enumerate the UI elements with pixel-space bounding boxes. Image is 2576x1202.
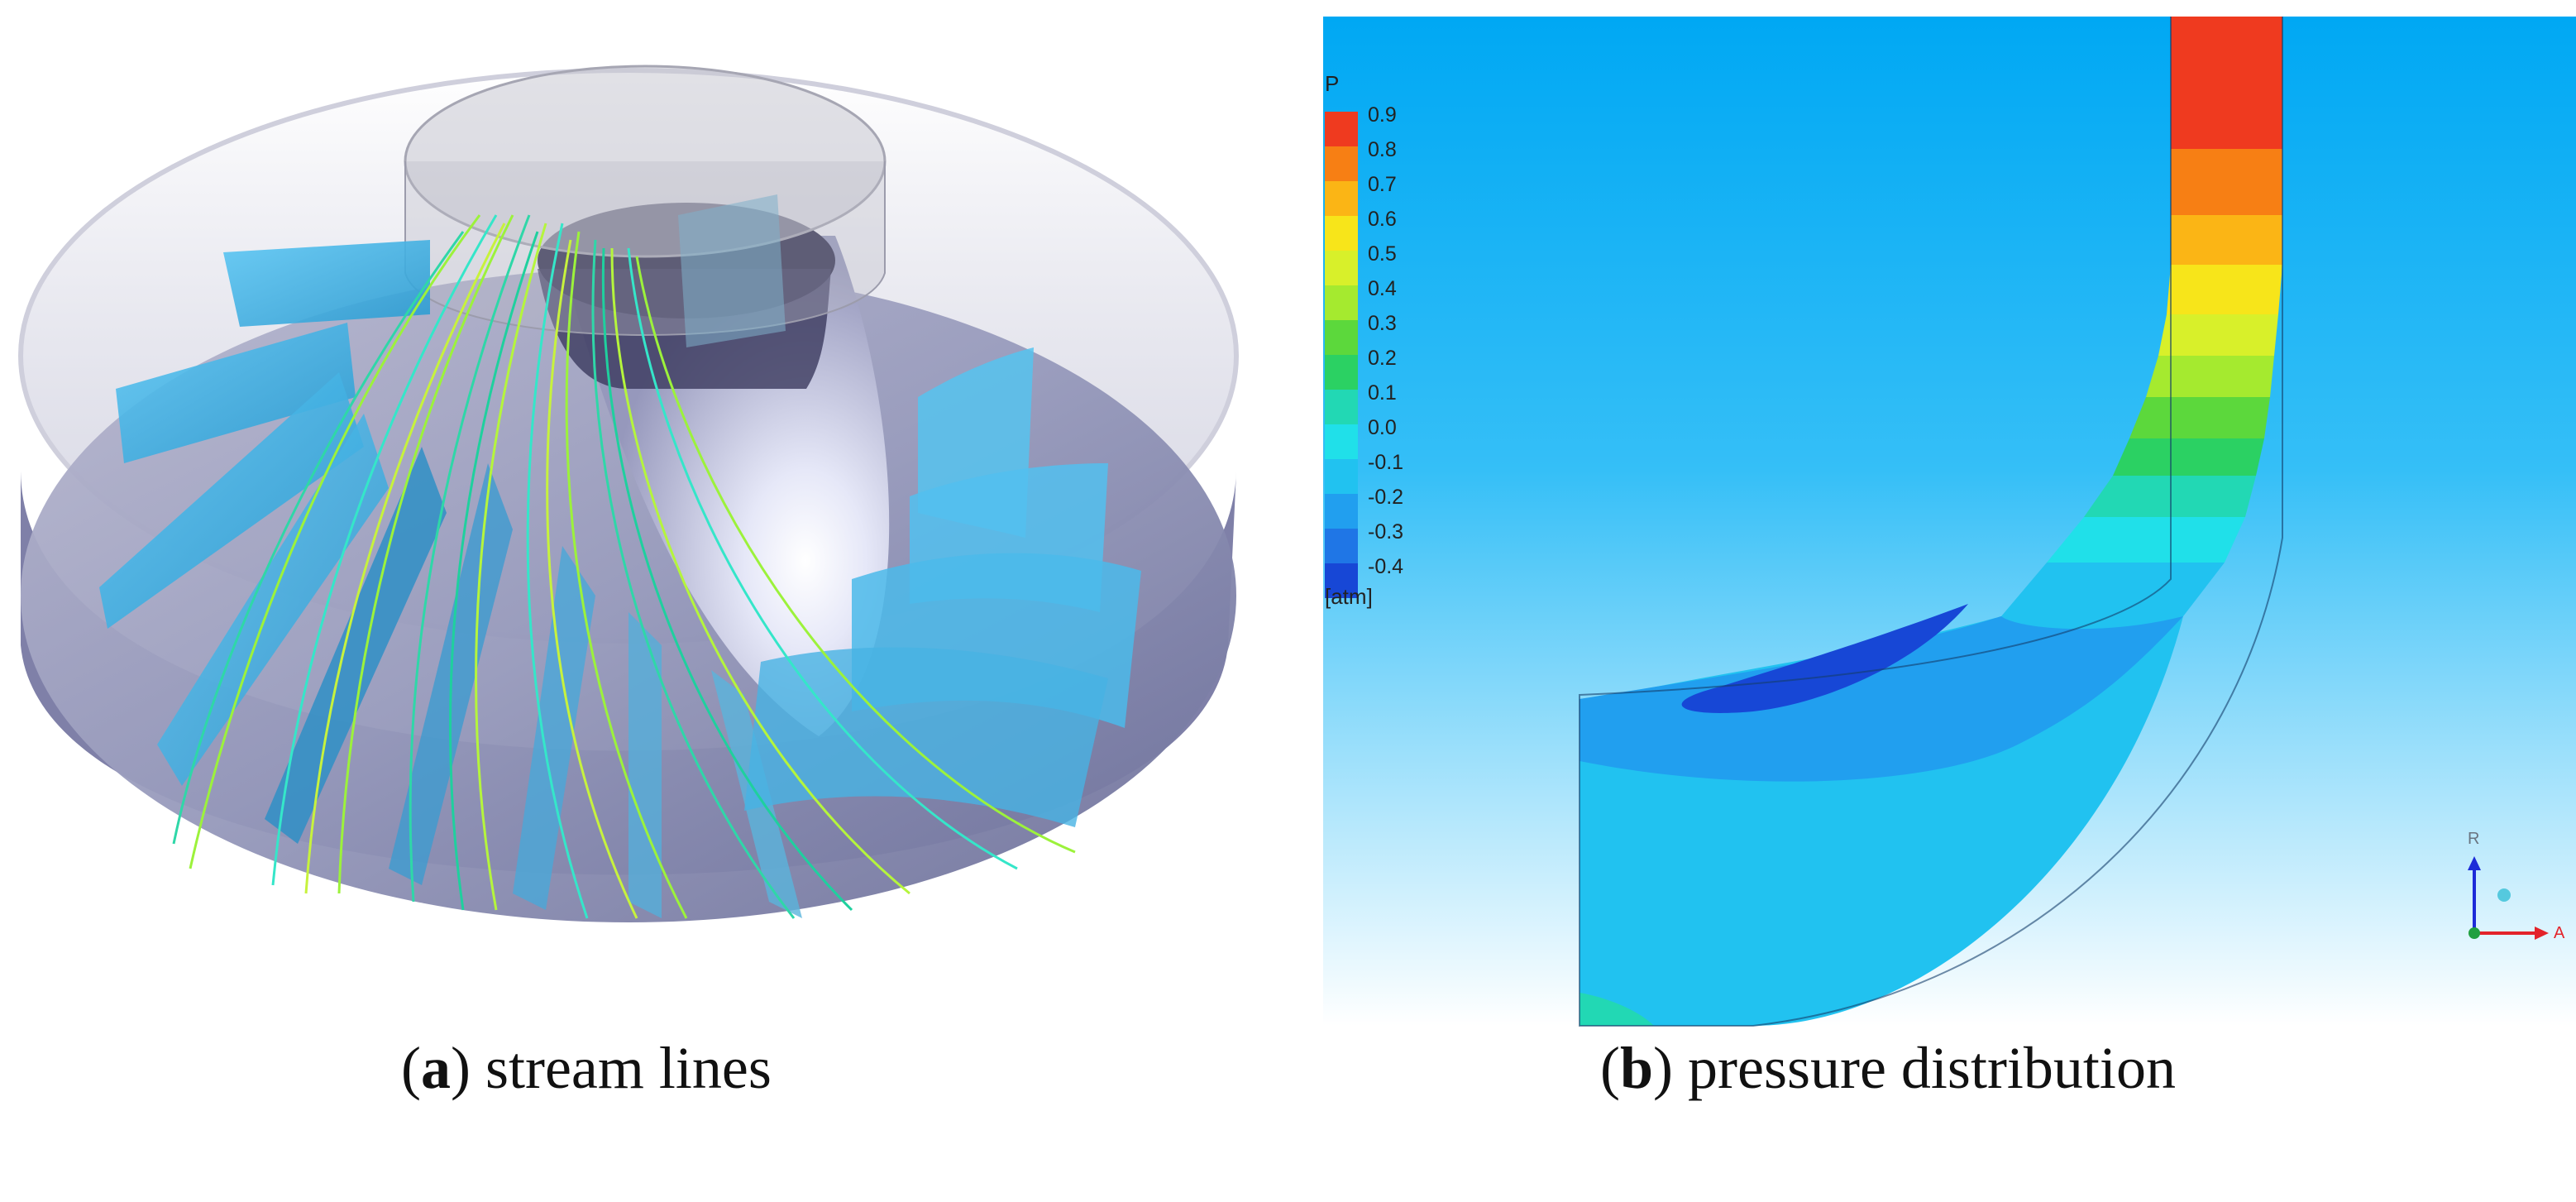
legend-swatch (1325, 563, 1358, 598)
legend-swatch (1325, 320, 1358, 355)
streamline (189, 214, 481, 869)
streamline (610, 247, 910, 895)
impeller-streamline-figure (18, 65, 1239, 922)
streamline (337, 214, 514, 894)
contour-band (2171, 215, 2282, 265)
legend-tick-label: 0.6 (1368, 208, 1397, 231)
legend-variable: P (1325, 71, 1339, 96)
legend-swatch (1325, 424, 1358, 459)
legend-tick-label: 0.4 (1368, 277, 1397, 300)
contour-band (2129, 397, 2270, 438)
axis-dot (2497, 888, 2511, 902)
caption-letter: a (420, 1035, 451, 1101)
axis-arrowhead (2468, 856, 2481, 870)
legend-tick-label: 0.8 (1368, 138, 1397, 161)
contour-band (2113, 438, 2264, 476)
figure-panel-a: (a) stream lines (0, 0, 1290, 1198)
streamline (172, 231, 465, 845)
contour-band (2167, 265, 2282, 314)
legend-swatch (1325, 355, 1358, 390)
caption-text: pressure distribution (1688, 1035, 2176, 1101)
streamline (409, 214, 531, 903)
legend-tick-label: 0.9 (1368, 103, 1397, 127)
streamline (526, 223, 589, 919)
legend-tick-label: -0.1 (1368, 451, 1403, 474)
splitter-blade (678, 194, 786, 347)
pressure-legend: P 0.9 0.8 0.7 0.6 0.5 0.4 0.3 0.2 0.1 0.0 -0.1 -0.2… (1325, 71, 1403, 609)
blade (99, 372, 364, 629)
axis-arrowhead (2535, 927, 2549, 940)
streamline (546, 239, 638, 919)
legend-swatch (1325, 216, 1358, 251)
axis-triad: R A (2468, 830, 2565, 942)
streamline (565, 231, 688, 919)
streamline (635, 256, 1076, 854)
blade (223, 240, 430, 327)
legend-swatch (1325, 146, 1358, 181)
legend-swatch (1325, 251, 1358, 285)
caption-text: stream lines (485, 1035, 772, 1101)
streamline (271, 214, 498, 886)
splitter-blades (678, 194, 1141, 827)
contour-band (2146, 356, 2274, 397)
streamline (304, 223, 506, 894)
contour-band (1681, 604, 1968, 713)
legend-swatch (1325, 112, 1358, 146)
contour-band (2001, 563, 2225, 616)
legend-swatch (1325, 181, 1358, 216)
legend-swatch (1325, 390, 1358, 424)
contour-band (1580, 993, 1654, 1026)
contour-band (2158, 314, 2278, 356)
legend-swatch (1325, 494, 1358, 529)
legend-swatch (1325, 285, 1358, 320)
legend-colorbar (1325, 112, 1358, 598)
legend-swatch (1325, 459, 1358, 494)
pressure-contour-figure: P 0.9 0.8 0.7 0.6 0.5 0.4 0.3 0.2 0.1 0.0 -0.1 -0.2… (1323, 17, 2576, 1027)
caption-panel-a: (a) stream lines (401, 1035, 772, 1101)
legend-tick-label: 0.3 (1368, 312, 1397, 335)
contour-band (2047, 517, 2245, 563)
legend-tick-label: 0.5 (1368, 242, 1397, 266)
figure-panel-b: P 0.9 0.8 0.7 0.6 0.5 0.4 0.3 0.2 0.1 0.0 -0.1 -0.2… (1290, 0, 2576, 1198)
streamlines (172, 214, 1076, 919)
streamline (627, 247, 1018, 870)
axis-origin (2468, 927, 2480, 939)
legend-tick-label: 0.2 (1368, 347, 1397, 370)
legend-tick-label: 0.1 (1368, 381, 1397, 405)
axis-label-horizontal: A (2554, 924, 2565, 942)
pressure-domain (1579, 17, 2283, 1027)
legend-tick-label: -0.2 (1368, 486, 1403, 509)
contour-band (2171, 17, 2282, 149)
legend-tick-label: -0.3 (1368, 520, 1403, 544)
legend-swatch (1325, 529, 1358, 563)
legend-tick-label: 0.7 (1368, 173, 1397, 196)
legend-unit: [atm] (1325, 584, 1373, 609)
streamline (591, 239, 796, 919)
legend-tick-label: 0.0 (1368, 416, 1397, 439)
splitter-blade (744, 647, 1108, 827)
axis-label-vertical: R (2468, 830, 2479, 848)
legend-tick-labels: 0.9 0.8 0.7 0.6 0.5 0.4 0.3 0.2 0.1 0.0 -0.1 -0.2 -0… (1368, 103, 1403, 578)
domain-outline (1579, 17, 2283, 1027)
blade (513, 546, 595, 910)
blade (628, 612, 662, 918)
caption-letter: b (1619, 1035, 1654, 1101)
blade (116, 323, 356, 463)
streamline (601, 247, 853, 912)
legend-tick-label: -0.4 (1368, 555, 1403, 578)
contour-band (1580, 616, 2183, 782)
streamline (475, 223, 547, 911)
blade (265, 447, 447, 844)
contour-band (2171, 149, 2282, 215)
streamline (449, 231, 539, 911)
caption-panel-b: (b) pressure distribution (1600, 1035, 2176, 1101)
